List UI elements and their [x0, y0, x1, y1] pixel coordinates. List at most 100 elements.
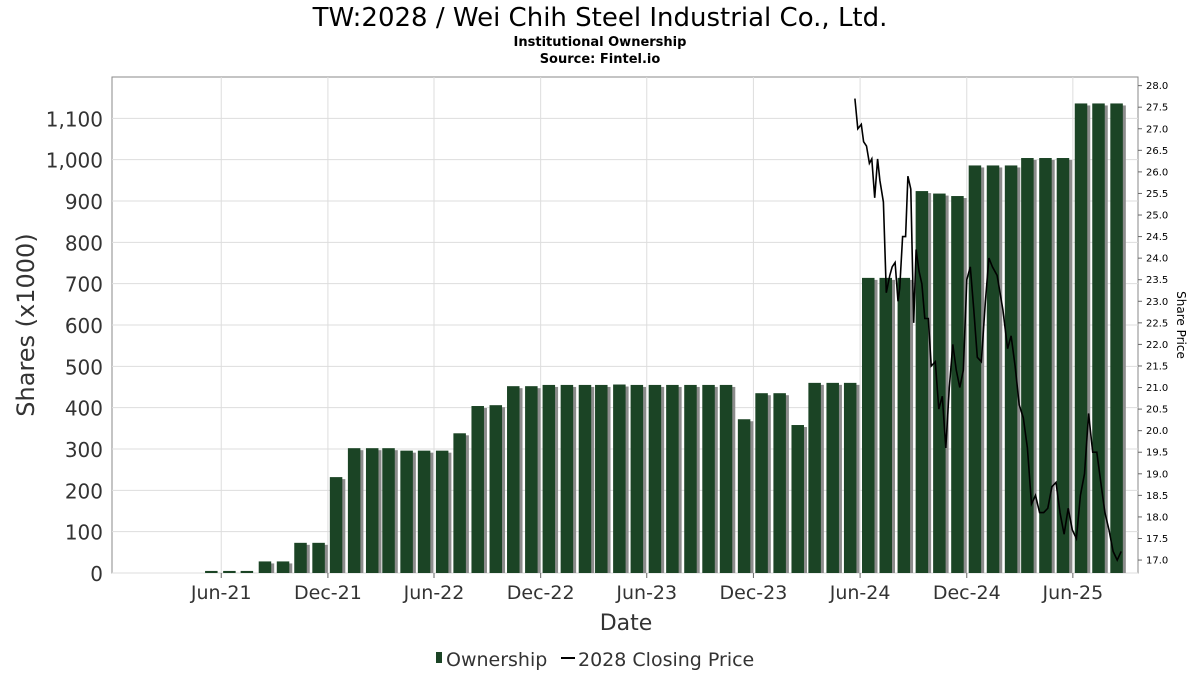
ownership-bar [258, 561, 272, 573]
closing-price-line [854, 98, 1122, 562]
ownership-bar [471, 406, 484, 573]
ownership-bar [507, 386, 520, 573]
ownership-bar [737, 419, 751, 573]
ownership-bar [1021, 158, 1034, 573]
chart-subtitle: Institutional Ownership [513, 35, 687, 50]
y2-tick-label: 22.5 [1146, 318, 1168, 329]
ownership-bar [684, 384, 697, 573]
y2-tick-label: 28.0 [1146, 81, 1168, 92]
ownership-bar [773, 393, 786, 573]
ownership-bar [294, 542, 307, 573]
ownership-bar [223, 570, 236, 573]
y2-tick-label: 18.0 [1146, 512, 1168, 523]
y-tick-label: 400 [65, 397, 103, 421]
x-tick-label: Dec-22 [507, 582, 575, 604]
x-tick-label: Dec-24 [933, 582, 1001, 604]
ownership-bar [205, 570, 218, 573]
y2-tick-label: 23.0 [1146, 297, 1168, 308]
y2-tick-label: 17.5 [1146, 534, 1168, 545]
ownership-bar [719, 384, 733, 573]
ownership-bar [986, 165, 1000, 573]
y2-tick-label: 27.5 [1146, 103, 1168, 114]
y-tick-label: 700 [65, 273, 103, 297]
chart-source: Source: Fintel.io [539, 52, 661, 67]
ownership-bar [1092, 103, 1105, 573]
ownership-bar [1056, 158, 1070, 573]
ownership-bar [879, 277, 892, 573]
ownership-bar [826, 382, 839, 573]
ownership-bar [578, 384, 592, 573]
x-tick-label: Jun-22 [403, 582, 465, 604]
ownership-bar [755, 393, 768, 573]
y2-tick-label: 19.0 [1146, 469, 1168, 480]
ownership-bar [560, 384, 574, 573]
ownership-bar [240, 570, 254, 573]
ownership-bar [808, 382, 821, 573]
x-tick-label: Jun-21 [190, 582, 252, 604]
ownership-bar [897, 277, 911, 573]
ownership-bar [862, 277, 875, 573]
ownership-bar [843, 382, 857, 573]
y2-tick-label: 26.5 [1146, 146, 1168, 157]
y2-tick-label: 21.0 [1146, 383, 1168, 394]
x-tick-label: Jun-23 [615, 582, 677, 604]
ownership-bar [489, 405, 503, 573]
y-tick-label: 500 [65, 355, 103, 379]
ownership-bar [951, 196, 964, 574]
y-tick-label: 600 [65, 314, 103, 338]
y2-tick-label: 23.5 [1146, 275, 1168, 286]
ownership-bar [347, 448, 361, 573]
y-tick-label: 800 [65, 231, 103, 255]
ownership-bar [791, 425, 804, 573]
ownership-bar [1074, 103, 1088, 573]
y2-tick-label: 25.5 [1146, 189, 1168, 200]
ownership-bar [630, 384, 644, 573]
ownership-bar [365, 448, 379, 573]
y-tick-label: 300 [65, 438, 103, 462]
ownership-bar [648, 384, 662, 573]
y2-axis-title: Share Price [1174, 291, 1188, 359]
ownership-bar [1110, 103, 1123, 573]
y2-tick-label: 20.0 [1146, 426, 1168, 437]
y-axis-title: Shares (x1000) [12, 233, 40, 416]
y2-tick-label: 26.0 [1146, 167, 1168, 178]
y2-tick-label: 19.5 [1146, 448, 1168, 459]
ownership-bar [525, 386, 538, 573]
y-tick-label: 200 [65, 479, 103, 503]
ownership-bar [666, 384, 679, 573]
y-tick-label: 1,100 [46, 107, 103, 131]
ownership-bar [1039, 158, 1052, 573]
ownership-bar [915, 191, 929, 573]
y2-tick-label: 25.0 [1146, 211, 1168, 222]
ownership-bar [417, 450, 431, 573]
y2-tick-label: 21.5 [1146, 361, 1168, 372]
ownership-bar [702, 384, 715, 573]
ownership-bar [312, 542, 325, 573]
legend-ownership-swatch [436, 652, 442, 663]
ownership-bar [435, 450, 449, 573]
y2-tick-label: 22.0 [1146, 340, 1168, 351]
ownership-bar [1004, 165, 1018, 573]
y2-tick-label: 18.5 [1146, 491, 1168, 502]
ownership-bar [968, 165, 982, 573]
x-tick-label: Jun-25 [1041, 582, 1103, 604]
x-tick-label: Dec-21 [294, 582, 362, 604]
ownership-bar [595, 384, 608, 573]
y2-tick-label: 20.5 [1146, 405, 1168, 416]
y-tick-label: 900 [65, 190, 103, 214]
ownership-bar [382, 448, 395, 573]
ownership-bar [933, 193, 946, 573]
y2-tick-label: 27.0 [1146, 124, 1168, 135]
y-tick-label: 0 [90, 562, 103, 586]
ownership-bar [613, 384, 626, 573]
legend-ownership-label: Ownership [446, 649, 547, 671]
y2-tick-label: 24.5 [1146, 232, 1168, 243]
x-axis-title: Date [600, 611, 653, 636]
ownership-bar [329, 477, 343, 573]
ownership-bar [400, 450, 413, 573]
y-tick-label: 100 [65, 521, 103, 545]
ownership-bar [276, 561, 290, 573]
y2-tick-label: 24.0 [1146, 254, 1168, 265]
y2-tick-label: 17.0 [1146, 556, 1168, 567]
